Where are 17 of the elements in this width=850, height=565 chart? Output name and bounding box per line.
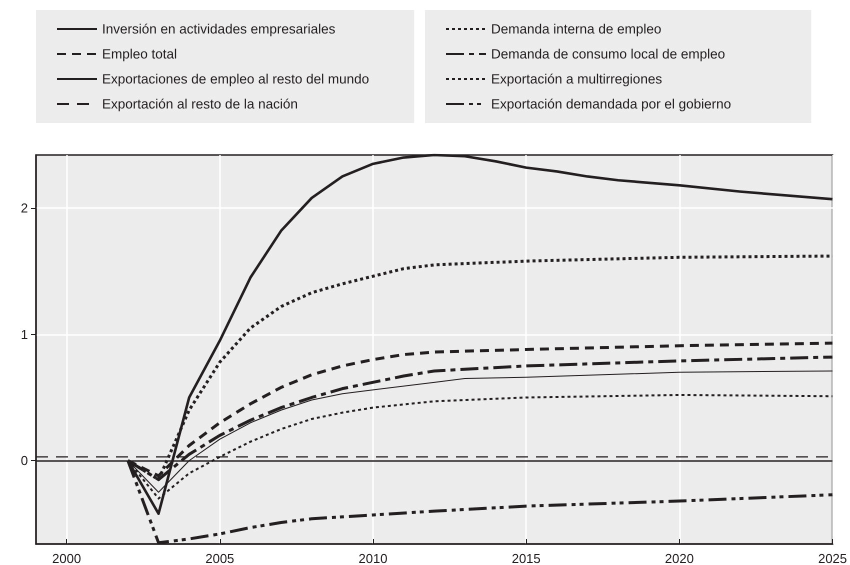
x-tick-label: 2025 — [818, 551, 847, 565]
x-tick-label: 2015 — [512, 551, 541, 565]
legend-label: Exportación al resto de la nación — [102, 96, 298, 112]
legend-label: Empleo total — [102, 46, 178, 62]
y-tick-label: 2 — [20, 200, 28, 216]
legend-label: Exportaciones de empleo al resto del mundo — [102, 72, 370, 86]
y-tick-label: 0 — [20, 453, 28, 468]
y-tick-label: 1 — [20, 326, 28, 342]
legend-label: Demanda de consumo local de empleo — [491, 46, 726, 62]
x-tick-label: 2005 — [205, 551, 234, 565]
legend-label: Inversión en actividades empresariales — [102, 22, 336, 36]
x-tick-label: 2020 — [664, 551, 694, 565]
legend-label: Exportación demandada por el gobierno — [491, 96, 732, 112]
x-tick-label: 2010 — [358, 551, 388, 565]
legend-label: Exportación a multirregiones — [491, 72, 662, 86]
legend-label: Demanda interna de empleo — [491, 22, 662, 36]
x-tick-label: 2000 — [52, 551, 82, 565]
